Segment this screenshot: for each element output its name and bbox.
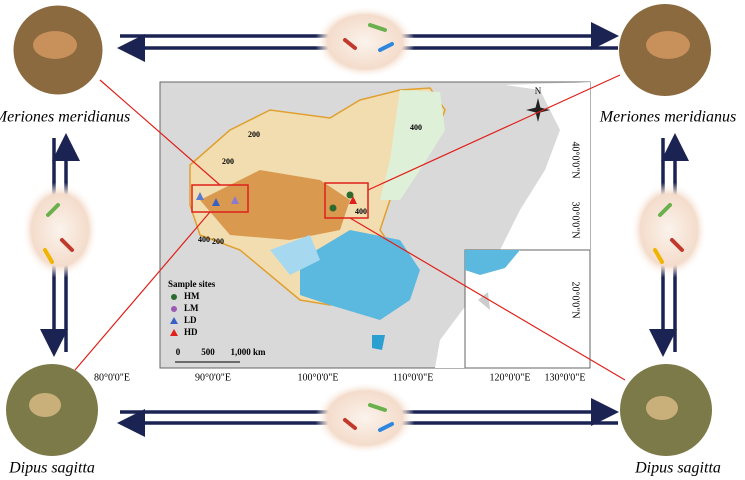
scale-labels: 0 500 1,000 km (176, 347, 266, 357)
species-label: Dipus sagitta (634, 460, 721, 477)
latitude-label: 20°0'0"N (570, 281, 581, 318)
longitude-label: 130°0'0"E (545, 372, 586, 383)
latitude-label: 30°0'0"N (570, 201, 581, 238)
species-label: Dipus sagitta (8, 460, 95, 477)
latitude-label: 40°0'0"N (570, 141, 581, 178)
map (159, 81, 591, 369)
longitude-label: 120°0'0"E (490, 372, 531, 383)
longitude-label: 110°0'0"E (393, 372, 434, 383)
longitude-label: 80°0'0"E (94, 372, 130, 383)
longitude-label: 90°0'0"E (195, 372, 231, 383)
legend-title: Sample sites (168, 279, 216, 289)
photos (6, 2, 712, 456)
legend-label: HD (184, 327, 198, 337)
contour-label: 200 (212, 237, 224, 246)
compass (526, 98, 550, 122)
scale-label: 1,000 km (230, 347, 266, 357)
legend-label: LM (184, 303, 199, 313)
microbes (22, 6, 707, 454)
scale-label: 500 (201, 347, 215, 357)
species-label: Meriones meridianus (599, 109, 736, 126)
legend-label: HM (184, 291, 200, 301)
legend-marker (171, 294, 177, 300)
contour-label: 400 (355, 207, 367, 216)
legend: HM LM LD HD (170, 291, 200, 337)
compass-label: N (535, 86, 542, 96)
legend-marker (170, 317, 178, 324)
link-lines (74, 74, 626, 381)
legend-marker (170, 329, 178, 336)
legend-marker (171, 306, 177, 312)
longitude-label: 100°0'0"E (298, 372, 339, 383)
longitude-labels: 80°0'0"E 90°0'0"E 100°0'0"E 110°0'0"E 120°0'… (94, 372, 586, 383)
contour-label: 400 (410, 123, 422, 132)
contour-label: 200 (222, 157, 234, 166)
scale-label: 0 (176, 347, 181, 357)
latitude-labels: 40°0'0"N 30°0'0"N 20°0'0"N (570, 141, 581, 318)
legend-label: LD (184, 315, 197, 325)
contour-label: 200 (248, 130, 260, 139)
contour-label: 400 (198, 235, 210, 244)
species-label: Meriones meridianus (0, 109, 130, 126)
